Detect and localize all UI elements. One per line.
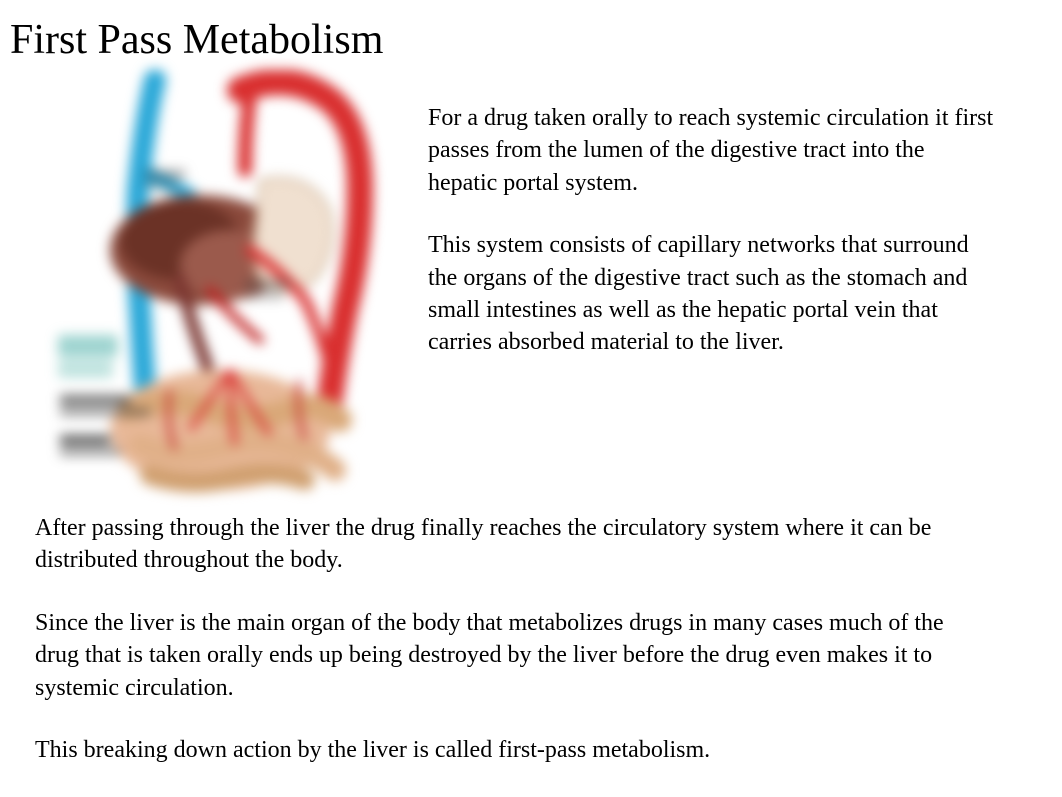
anatomy-illustration: [50, 70, 390, 500]
right-text-column: For a drug taken orally to reach systemi…: [428, 102, 998, 389]
paragraph-3: After passing through the liver the drug…: [35, 512, 945, 577]
paragraph-2: This system consists of capillary networ…: [428, 229, 998, 359]
page-title: First Pass Metabolism: [10, 16, 383, 64]
paragraph-5: This breaking down action by the liver i…: [35, 734, 945, 766]
paragraph-4: Since the liver is the main organ of the…: [35, 607, 945, 704]
paragraph-1: For a drug taken orally to reach systemi…: [428, 102, 998, 199]
hepatic-portal-diagram: [50, 70, 390, 500]
bottom-text-column: After passing through the liver the drug…: [35, 512, 945, 796]
